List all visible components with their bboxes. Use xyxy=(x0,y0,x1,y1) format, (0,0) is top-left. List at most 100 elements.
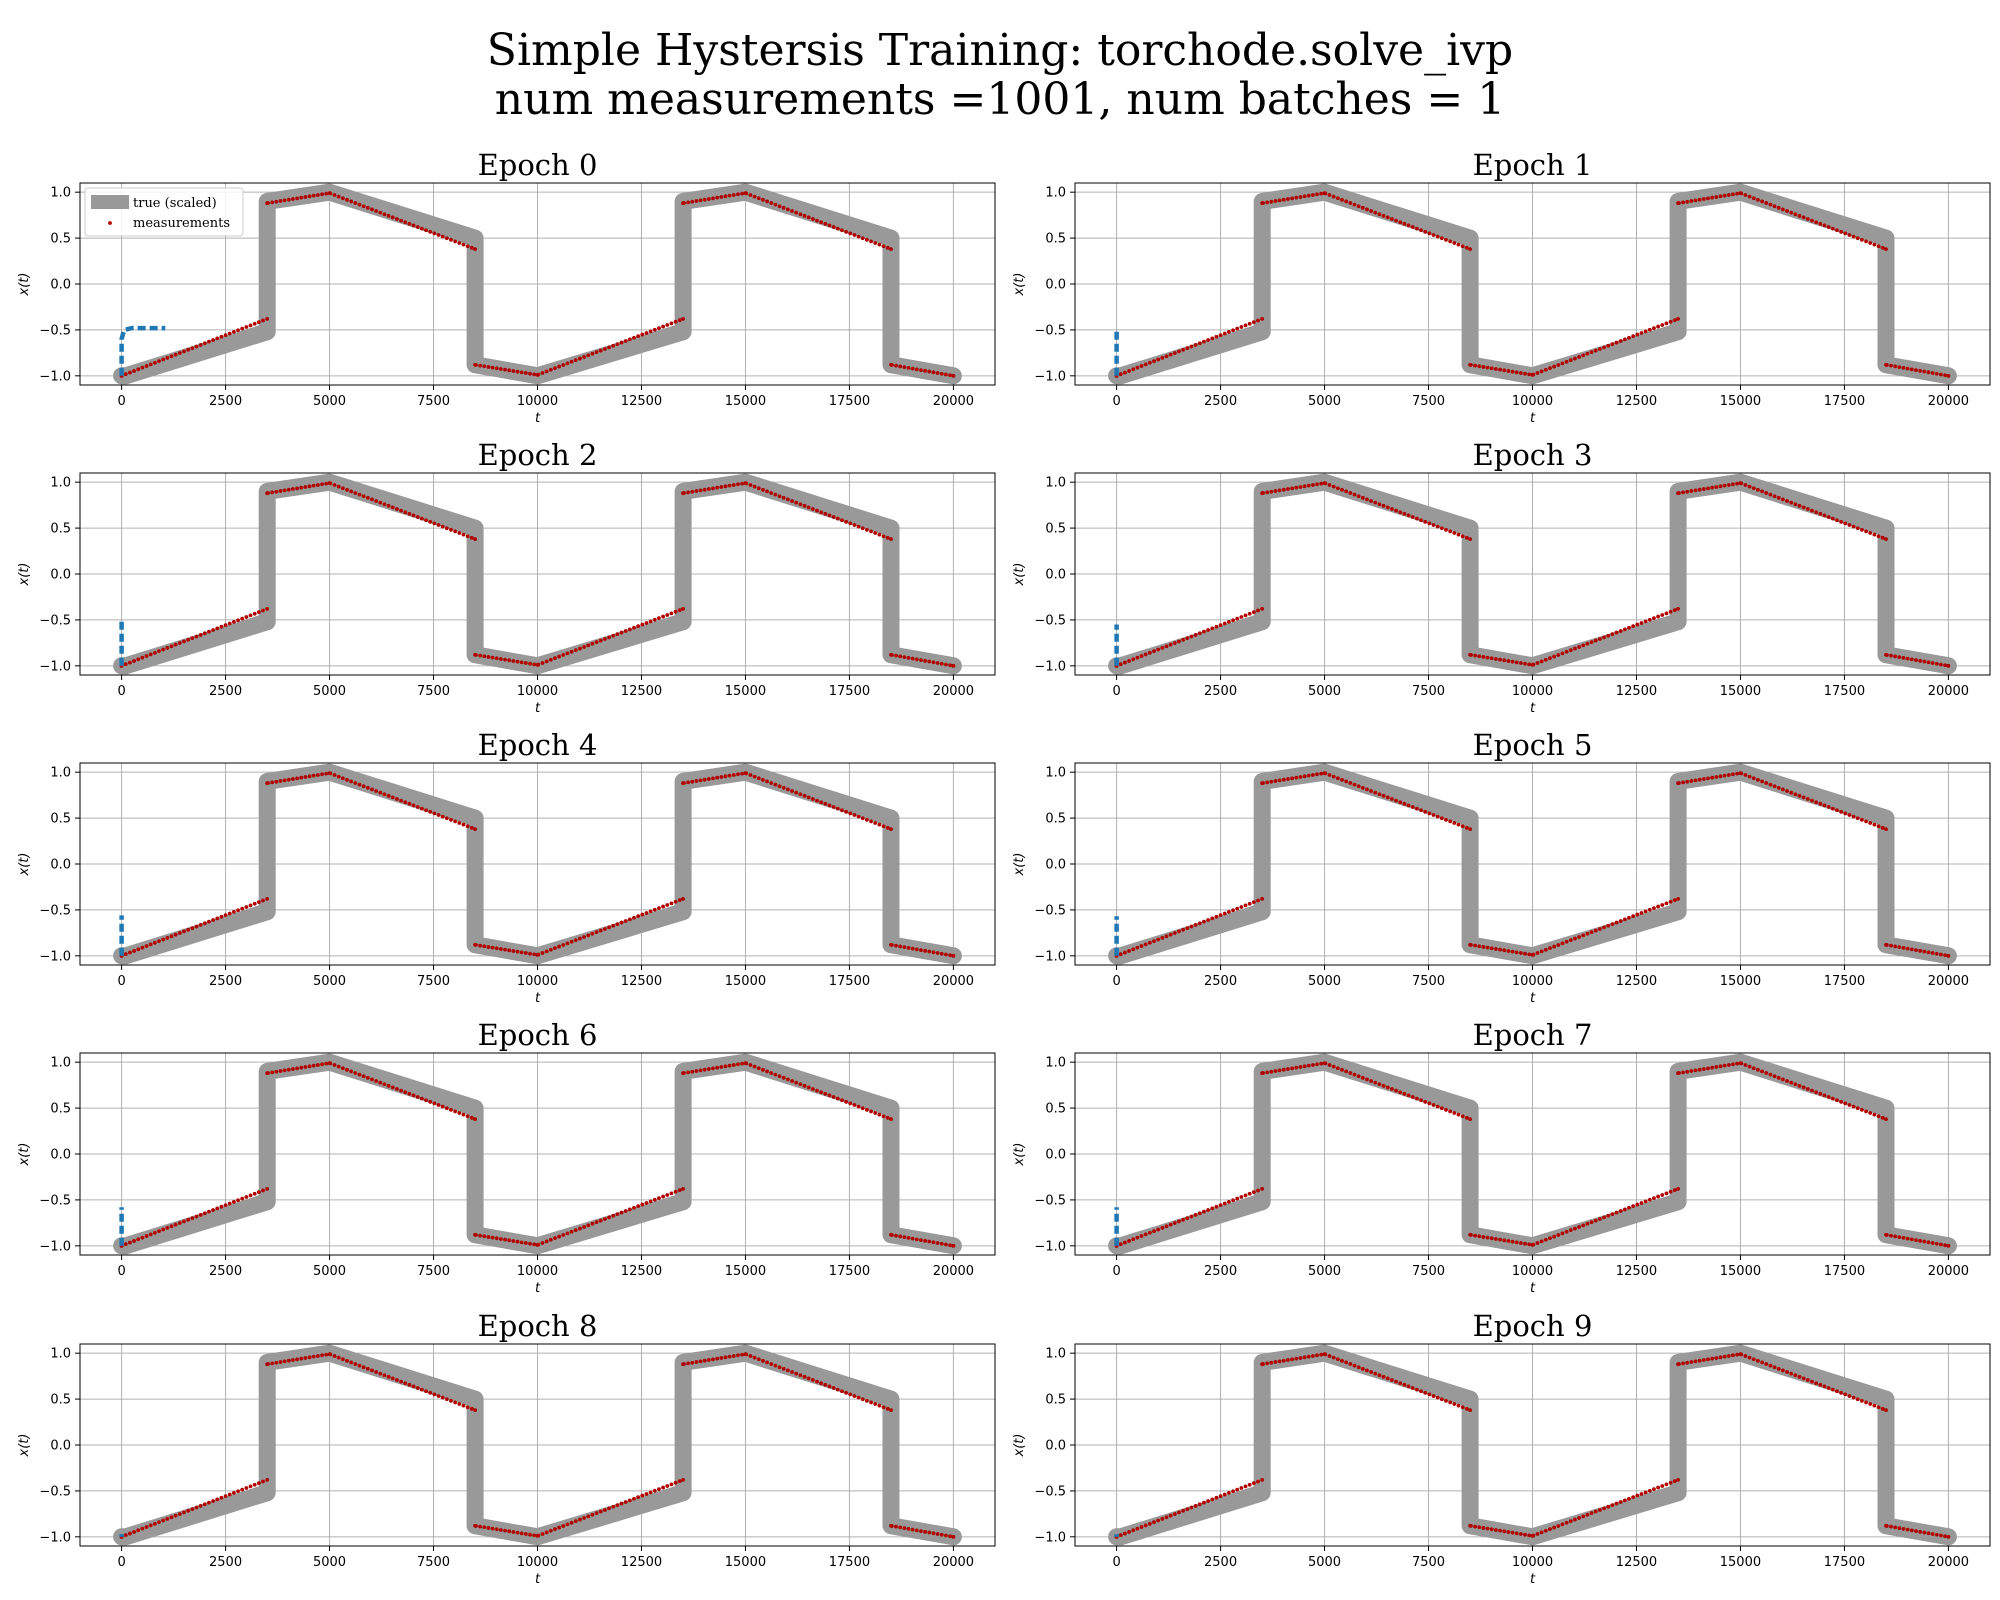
x-tick-label: 0 xyxy=(117,684,125,699)
measurement-point xyxy=(927,659,932,664)
measurement-point xyxy=(1394,798,1398,803)
measurement-point xyxy=(1764,1071,1769,1075)
x-tick-label: 7500 xyxy=(417,1264,450,1279)
measurement-point xyxy=(1606,343,1611,348)
measurement-point xyxy=(1427,1101,1432,1106)
measurement-point xyxy=(1747,774,1752,779)
measurement-point xyxy=(1468,652,1473,657)
y-tick-label: 1.0 xyxy=(1045,766,1066,781)
measurement-point xyxy=(694,1069,699,1073)
measurement-point xyxy=(756,486,761,491)
measurement-point xyxy=(1914,658,1918,662)
measurement-point xyxy=(1514,660,1519,665)
measurement-point xyxy=(261,1188,265,1193)
measurement-point xyxy=(1185,636,1190,641)
measurement-point xyxy=(677,318,682,323)
measurement-point xyxy=(1751,776,1756,781)
measurement-point xyxy=(781,1366,786,1371)
measurement-point xyxy=(619,1210,624,1215)
measurement-point xyxy=(482,364,487,369)
measurement-point xyxy=(1826,805,1831,809)
measurement-point xyxy=(186,347,191,352)
measurement-point xyxy=(590,641,595,646)
measurement-point xyxy=(773,492,778,497)
measurement-point xyxy=(723,1064,728,1069)
measurement-point xyxy=(553,1236,557,1241)
measurement-point xyxy=(686,1070,690,1075)
measurement-point xyxy=(1548,1236,1552,1241)
measurement-point xyxy=(1135,365,1140,370)
measurement-point xyxy=(1760,489,1764,494)
measurement-point xyxy=(403,800,408,805)
axes-frame xyxy=(79,1052,996,1256)
measurement-point xyxy=(1622,917,1627,922)
measurement-point xyxy=(486,1235,491,1239)
measurement-point xyxy=(1814,1381,1819,1386)
measurement-point xyxy=(1922,1530,1927,1535)
measurement-point xyxy=(1168,932,1173,937)
measurement-point xyxy=(436,233,441,237)
measurement-point xyxy=(252,321,257,326)
measurement-point xyxy=(1385,505,1390,510)
measurement-point xyxy=(740,1352,745,1357)
measurement-point xyxy=(1481,365,1486,369)
measurement-point xyxy=(1164,1224,1169,1229)
measurement-point xyxy=(519,660,524,665)
measurement-point xyxy=(132,1530,136,1534)
measurement-point xyxy=(1286,197,1290,201)
measurement-point xyxy=(1643,619,1648,624)
measurement-point xyxy=(1818,801,1823,806)
measurement-point xyxy=(1468,247,1473,252)
y-axis-label: x(t) xyxy=(1012,273,1027,297)
measurement-point xyxy=(473,827,478,832)
measurement-point xyxy=(544,1530,549,1535)
measurement-point xyxy=(399,1088,403,1093)
measurement-point xyxy=(236,1198,240,1203)
measurement-point xyxy=(1348,781,1353,785)
measurement-point xyxy=(1143,942,1148,947)
measurement-point xyxy=(919,658,923,662)
measurement-point xyxy=(1185,926,1190,931)
measurement-point xyxy=(1714,195,1719,199)
measurement-point xyxy=(370,1368,374,1373)
measurement-point xyxy=(810,217,815,221)
measurement-point xyxy=(390,1376,395,1381)
measurement-point xyxy=(1456,242,1461,247)
measurement-point xyxy=(1485,1526,1490,1531)
measurement-point xyxy=(1335,196,1340,201)
measurement-point xyxy=(885,1406,890,1411)
legend-measurements-swatch xyxy=(108,221,112,225)
measurement-point xyxy=(1294,195,1299,200)
measurement-point xyxy=(361,1365,366,1370)
measurement-point xyxy=(1302,484,1307,489)
measurement-point xyxy=(1306,1354,1311,1359)
measurement-point xyxy=(565,651,570,656)
measurement-point xyxy=(482,1525,487,1530)
measurement-point xyxy=(291,777,295,781)
x-tick-label: 2500 xyxy=(209,974,242,989)
measurement-point xyxy=(1718,1355,1723,1360)
measurement-point xyxy=(889,537,893,542)
measurement-point xyxy=(202,341,207,346)
measurement-point xyxy=(231,910,236,914)
panel-title: Epoch 1 xyxy=(1473,148,1593,182)
measurement-point xyxy=(578,1226,582,1231)
measurement-point xyxy=(1930,371,1935,375)
measurement-point xyxy=(669,321,674,326)
y-axis-label: x(t) xyxy=(1012,563,1027,587)
measurement-point xyxy=(161,647,166,652)
measurement-point xyxy=(1352,1072,1357,1077)
measurement-point xyxy=(835,1387,840,1392)
measurement-point xyxy=(515,369,520,374)
measurement-point xyxy=(644,1492,649,1496)
y-tick-label: −0.5 xyxy=(39,1484,71,1499)
measurement-point xyxy=(1697,777,1702,782)
measurement-point xyxy=(951,373,956,378)
measurement-point xyxy=(469,245,474,250)
measurement-point xyxy=(261,898,265,903)
measurement-point xyxy=(1789,1371,1794,1376)
measurement-point xyxy=(1672,898,1677,903)
y-axis-label: x(t) xyxy=(17,273,32,297)
measurement-point xyxy=(1860,527,1864,532)
measurement-point xyxy=(1431,1103,1436,1107)
